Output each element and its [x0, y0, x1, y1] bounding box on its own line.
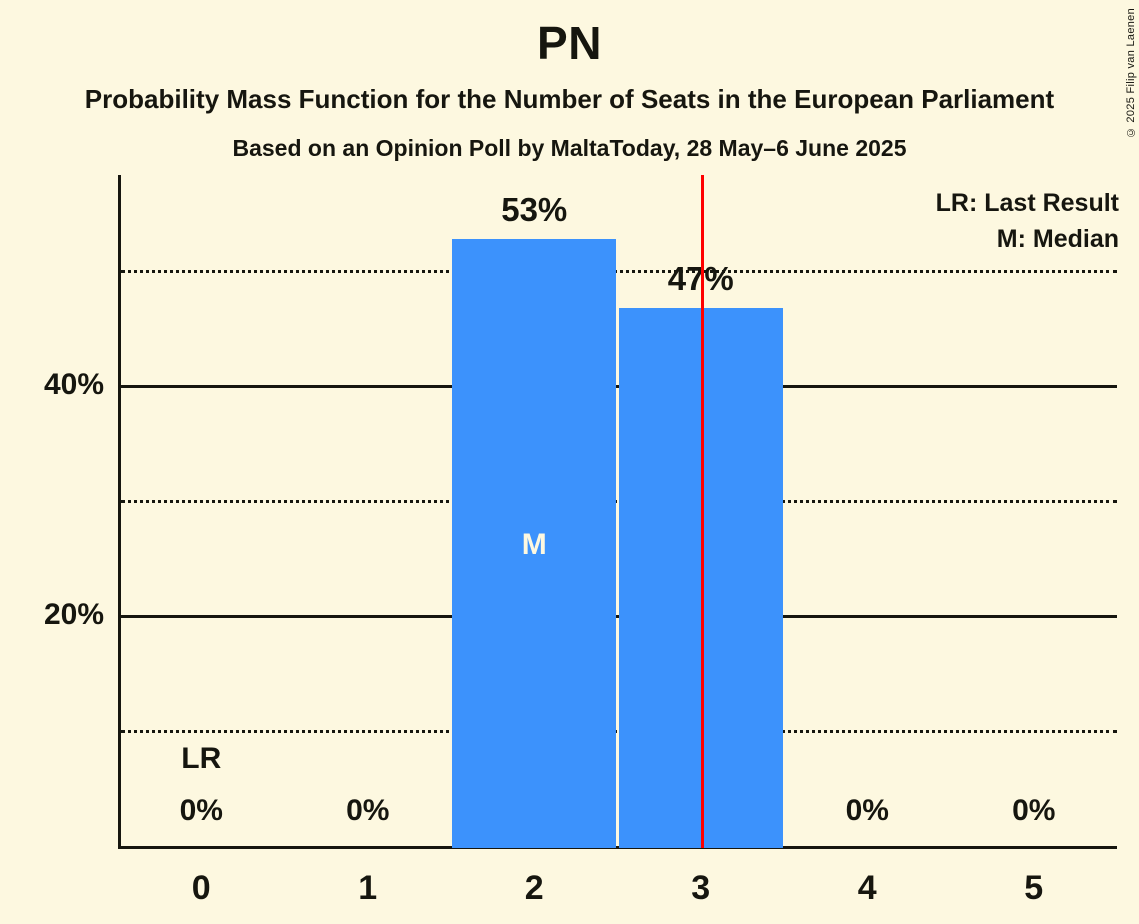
- median-marker: M: [521, 528, 547, 561]
- x-axis: [118, 846, 1117, 849]
- x-axis-tick-label-0: 0: [191, 869, 211, 907]
- legend-item-last-result: LR: Last Result: [935, 189, 1119, 217]
- x-axis-tick-label-3: 3: [691, 869, 711, 907]
- bar-value-label-4: 0%: [845, 794, 889, 827]
- y-axis: [118, 175, 121, 849]
- x-axis-tick-label-4: 4: [857, 869, 877, 907]
- x-axis-tick-label-2: 2: [524, 869, 544, 907]
- page-title: PN: [537, 17, 602, 69]
- y-axis-tick-label: 40%: [43, 368, 104, 401]
- x-axis-tick-label-5: 5: [1024, 869, 1044, 907]
- chart-legend: LR: Last Result M: Median: [936, 185, 1119, 258]
- bar-value-label-2: 53%: [501, 190, 568, 228]
- bar-value-label-5: 0%: [1012, 794, 1056, 827]
- bar-seat-3: [618, 307, 783, 848]
- gridline-dotted: [121, 270, 1117, 273]
- chart-subtitle: Probability Mass Function for the Number…: [84, 84, 1055, 114]
- bar-value-label-1: 0%: [346, 794, 390, 827]
- legend-item-median: M: Median: [996, 225, 1119, 254]
- last-result-line: [700, 175, 704, 848]
- chart-source-note: Based on an Opinion Poll by MaltaToday, …: [232, 135, 907, 161]
- last-result-marker: LR: [181, 742, 222, 775]
- bar-seat-2: [452, 238, 616, 848]
- bar-value-label-0: 0%: [179, 794, 223, 827]
- x-axis-tick-label-1: 1: [358, 869, 378, 907]
- y-axis-tick-label: 20%: [43, 598, 104, 631]
